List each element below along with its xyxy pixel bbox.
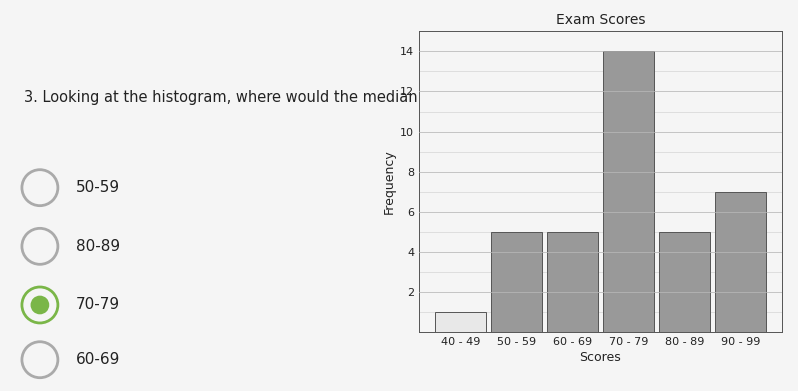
Bar <box>547 232 598 332</box>
Bar <box>492 232 542 332</box>
Text: 50-59: 50-59 <box>76 180 120 195</box>
Bar <box>659 232 709 332</box>
Text: 80-89: 80-89 <box>76 239 120 254</box>
Bar <box>715 192 765 332</box>
X-axis label: Scores: Scores <box>579 352 622 364</box>
Text: 70-79: 70-79 <box>76 298 120 312</box>
Y-axis label: Frequency: Frequency <box>383 149 396 214</box>
Text: 60-69: 60-69 <box>76 352 120 367</box>
Ellipse shape <box>30 296 49 314</box>
Title: Exam Scores: Exam Scores <box>555 13 646 27</box>
Bar <box>603 51 654 332</box>
Bar <box>436 312 486 332</box>
Text: 3. Looking at the histogram, where would the median fall?: 3. Looking at the histogram, where would… <box>24 90 452 105</box>
